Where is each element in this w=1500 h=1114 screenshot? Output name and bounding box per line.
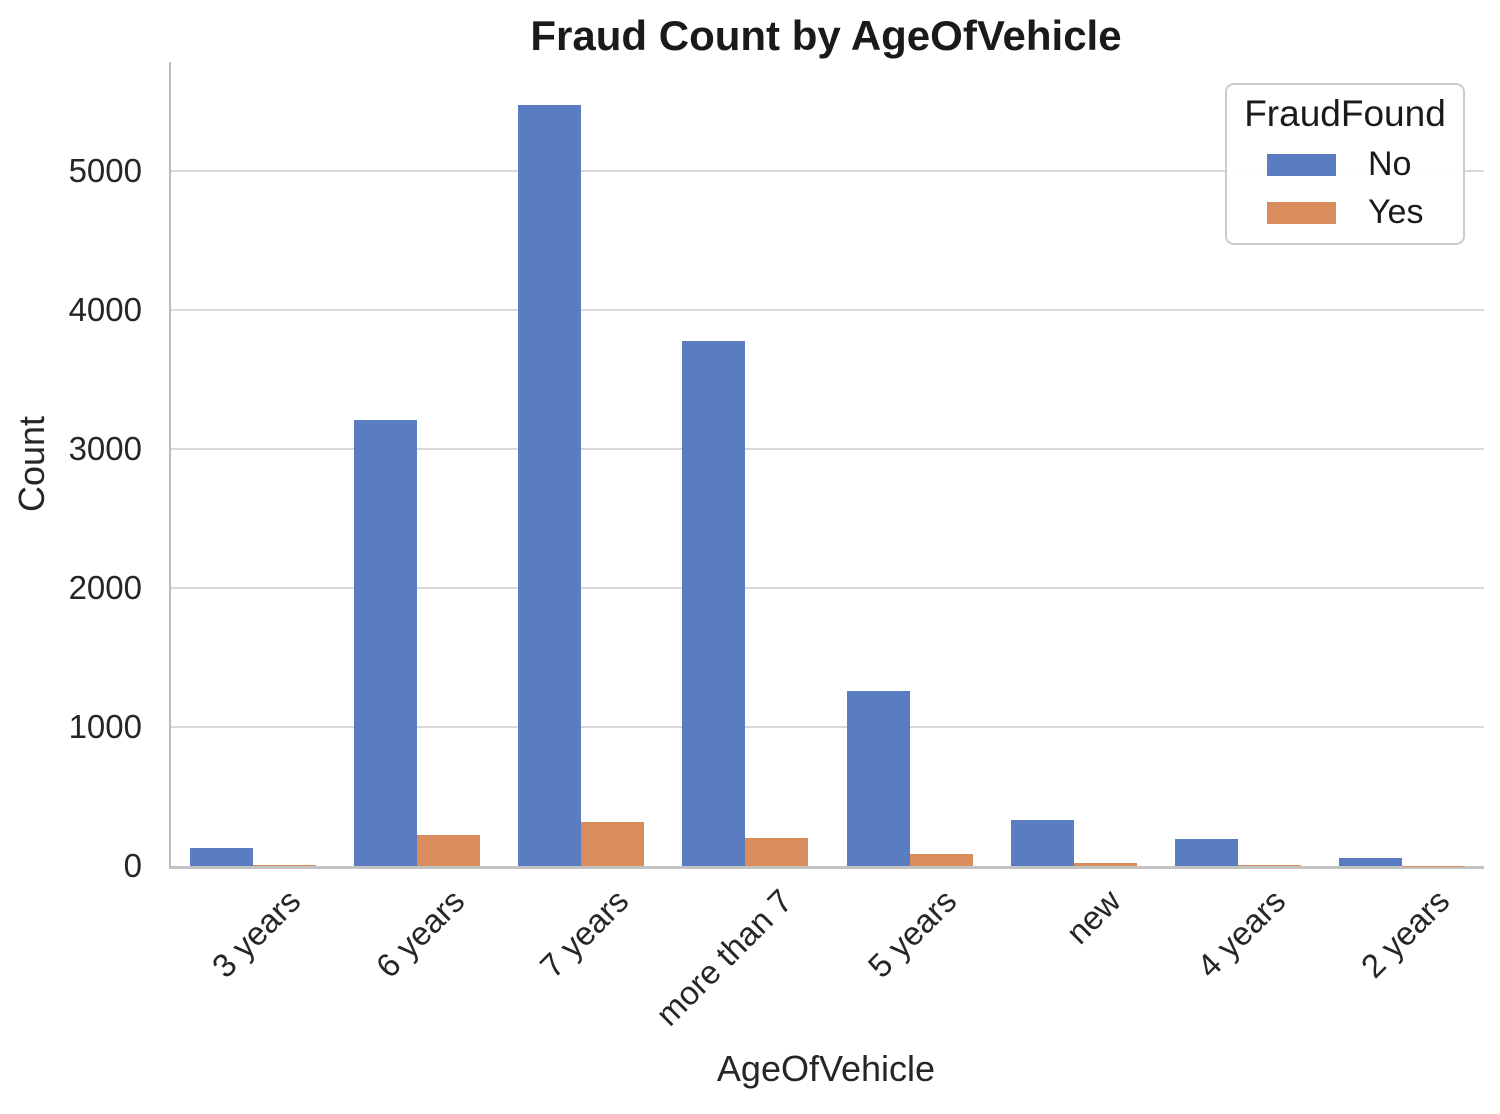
x-tick-4-years: 4 years <box>1189 882 1292 985</box>
bar-no-3-years <box>190 847 254 866</box>
bar-group-7-years <box>499 62 663 866</box>
legend-label-yes: Yes <box>1368 193 1424 231</box>
x-tick-3-years: 3 years <box>204 882 308 985</box>
x-tick-6-years: 6 years <box>368 882 472 985</box>
gridline-3000 <box>171 447 1484 450</box>
y-tick-3000: 3000 <box>68 429 142 467</box>
bar-yes-new <box>1073 862 1137 866</box>
bar-yes-7-years <box>581 822 645 866</box>
gridline-5000 <box>171 169 1484 172</box>
plot-area: 0 1000 2000 3000 4000 5000 <box>69 62 1484 884</box>
bar-no-6-years <box>354 419 418 866</box>
legend: FraudFound No Yes <box>1225 83 1465 245</box>
gridline-2000 <box>171 586 1484 589</box>
legend-label-no: No <box>1368 145 1412 183</box>
bar-no-4-years <box>1174 838 1238 866</box>
bar-group-3-years <box>171 62 335 866</box>
legend-swatch-no <box>1267 153 1336 176</box>
bar-yes-more-than-7 <box>745 838 809 866</box>
x-tick-2-years: 2 years <box>1353 882 1457 985</box>
x-tick-new: new <box>1058 882 1128 951</box>
x-tick-5-years: 5 years <box>861 882 964 985</box>
legend-swatch-yes <box>1267 201 1336 224</box>
legend-row-yes: Yes <box>1267 193 1451 232</box>
bar-group-2-years <box>1320 62 1484 866</box>
bar-group-6-years <box>335 62 499 866</box>
gridline-4000 <box>171 308 1484 311</box>
bar-group-new <box>992 62 1156 866</box>
y-tick-4000: 4000 <box>68 290 142 328</box>
bar-group-5-years <box>828 62 992 866</box>
x-tick-labels: 3 years 6 years 7 years more than 7 5 years n… <box>169 882 1482 1042</box>
bar-no-7-years <box>518 105 582 866</box>
gridline-1000 <box>171 725 1484 728</box>
chart-title: Fraud Count by AgeOfVehicle <box>530 12 1122 59</box>
x-tick-more-than-7: more than 7 <box>648 882 800 1033</box>
bar-no-5-years <box>846 691 910 866</box>
legend-row-no: No <box>1267 145 1451 184</box>
y-tick-1000: 1000 <box>68 707 142 745</box>
bar-group-4-years <box>1156 62 1320 866</box>
bar-no-more-than-7 <box>682 340 746 866</box>
bars-layer <box>171 62 1484 866</box>
bar-group-more-than-7 <box>663 62 827 866</box>
y-tick-2000: 2000 <box>68 568 142 606</box>
bar-yes-3-years <box>253 865 317 866</box>
y-tick-5000: 5000 <box>68 151 142 189</box>
bar-no-new <box>1010 820 1074 866</box>
legend-title: FraudFound <box>1244 93 1446 134</box>
y-tick-0: 0 <box>123 847 142 884</box>
bar-yes-6-years <box>417 835 481 866</box>
y-axis-label: Count <box>11 415 52 513</box>
x-axis-label: AgeOfVehicle <box>716 1048 936 1089</box>
bar-yes-5-years <box>909 854 973 866</box>
bar-no-2-years <box>1338 857 1402 866</box>
x-tick-7-years: 7 years <box>532 882 636 985</box>
bar-yes-4-years <box>1237 864 1301 866</box>
